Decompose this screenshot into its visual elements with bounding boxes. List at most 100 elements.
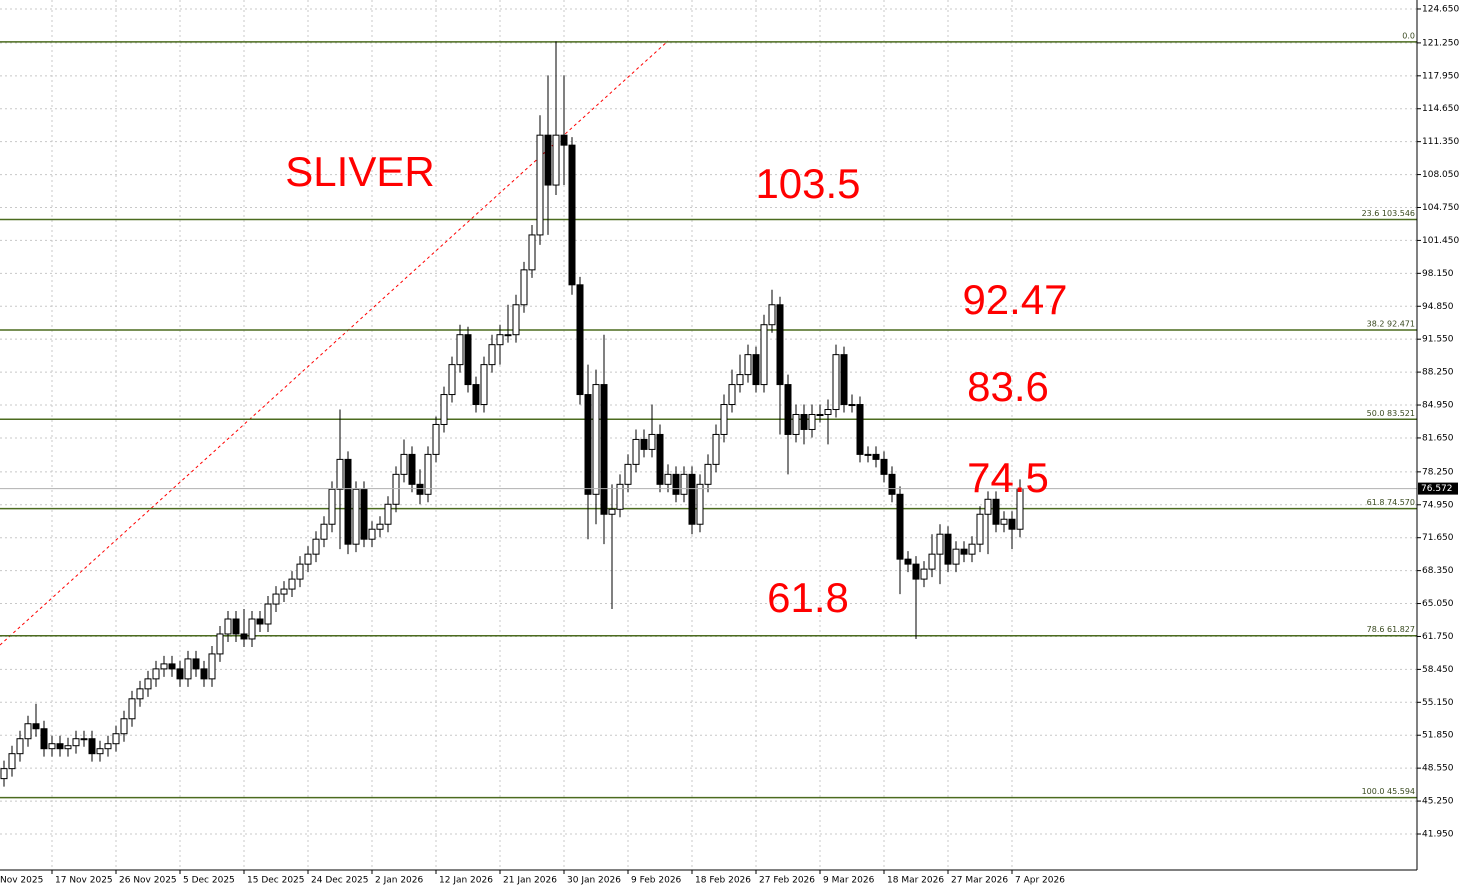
x-tick-label: 24 Dec 2025 xyxy=(311,876,369,886)
y-tick-label: 71.650 xyxy=(1422,533,1454,543)
candle-body xyxy=(928,553,936,570)
candle-body xyxy=(728,384,736,406)
candle-body xyxy=(688,473,696,525)
candle-body xyxy=(880,458,888,475)
candle-body xyxy=(360,488,368,540)
candle-body xyxy=(456,334,464,366)
candle-body xyxy=(752,354,760,386)
candle-body xyxy=(552,134,560,186)
candle-body xyxy=(56,743,64,750)
candle-body xyxy=(712,433,720,465)
candle-body xyxy=(312,538,320,555)
y-tick-label: 88.250 xyxy=(1422,368,1454,378)
candle-body xyxy=(592,384,600,495)
y-tick-label: 101.450 xyxy=(1422,236,1459,246)
candle-body xyxy=(48,743,56,750)
y-tick-label: 55.150 xyxy=(1422,698,1454,708)
y-tick-label: 108.050 xyxy=(1422,170,1459,180)
candle-body xyxy=(696,483,704,525)
candle-body xyxy=(528,234,536,271)
candle-body xyxy=(720,404,728,435)
candle-body xyxy=(736,374,744,386)
y-tick-label: 98.150 xyxy=(1422,269,1454,279)
candle-body xyxy=(568,144,576,286)
candle-body xyxy=(672,473,680,495)
y-tick-label: 45.250 xyxy=(1422,797,1454,807)
y-tick-label: 114.650 xyxy=(1422,104,1459,114)
candle-body xyxy=(304,553,312,565)
candle-body xyxy=(104,743,112,750)
candle-body xyxy=(40,728,48,750)
fib-label: 100.0 45.594 xyxy=(1362,787,1415,796)
price-tag xyxy=(1418,482,1458,495)
y-tick-label: 48.550 xyxy=(1422,764,1454,774)
candle-body xyxy=(616,483,624,510)
candle-body xyxy=(656,433,664,485)
x-tick-label: 30 Jan 2026 xyxy=(567,876,621,886)
candle-body xyxy=(520,269,528,306)
candle-body xyxy=(336,458,344,490)
candle-body xyxy=(944,533,952,565)
candle-body xyxy=(640,438,648,450)
candle-body xyxy=(376,523,384,530)
candle-body xyxy=(544,134,552,186)
candle-body xyxy=(912,563,920,580)
x-tick-label: 27 Mar 2026 xyxy=(951,876,1008,886)
x-tick-label: 15 Dec 2025 xyxy=(247,876,305,886)
candle-body xyxy=(560,134,568,146)
candle-body xyxy=(168,663,176,670)
candle-body xyxy=(352,488,360,545)
x-tick-label: 12 Jan 2026 xyxy=(439,876,493,886)
candle-body xyxy=(584,394,592,495)
candle-body xyxy=(288,578,296,590)
candle-body xyxy=(264,603,272,625)
annotation: 103.5 xyxy=(755,160,860,207)
candle-body xyxy=(816,413,824,416)
candle-body xyxy=(464,334,472,386)
x-tick-label: 26 Nov 2025 xyxy=(119,876,177,886)
candle-body xyxy=(776,304,784,386)
x-tick-label: 27 Feb 2026 xyxy=(759,876,815,886)
candle-body xyxy=(408,453,416,485)
y-tick-label: 74.950 xyxy=(1422,500,1454,510)
y-tick-label: 65.050 xyxy=(1422,599,1454,609)
y-tick-label: 58.450 xyxy=(1422,665,1454,675)
candle-body xyxy=(272,593,280,605)
candle-body xyxy=(872,453,880,460)
candle-body xyxy=(392,473,400,505)
candle-body xyxy=(936,533,944,555)
candle-body xyxy=(664,473,672,485)
candle-body xyxy=(472,384,480,406)
candle-body xyxy=(80,738,88,741)
candle-body xyxy=(368,528,376,540)
x-tick-label: Nov 2025 xyxy=(0,876,43,886)
candle-body xyxy=(176,668,184,680)
candle-body xyxy=(192,658,200,670)
annotation: 83.6 xyxy=(967,363,1049,410)
fib-label: 61.8 74.570 xyxy=(1367,498,1415,507)
price-tag-label: 76.572 xyxy=(1421,484,1453,494)
candle-body xyxy=(432,423,440,455)
candle-body xyxy=(808,413,816,430)
grid xyxy=(0,0,1417,870)
y-tick-label: 84.950 xyxy=(1422,401,1454,411)
candle-body xyxy=(440,394,448,425)
candle-body xyxy=(216,633,224,655)
y-tick-label: 78.250 xyxy=(1422,467,1454,477)
candle-body xyxy=(680,473,688,495)
x-tick-label: 9 Feb 2026 xyxy=(631,876,682,886)
candle-body xyxy=(768,304,776,326)
candle-body xyxy=(704,463,712,485)
candle-body xyxy=(504,334,512,337)
x-tick-label: 18 Feb 2026 xyxy=(695,876,751,886)
candle-body xyxy=(136,688,144,700)
candle-body xyxy=(72,738,80,747)
y-tick-label: 61.750 xyxy=(1422,632,1454,642)
candle-body xyxy=(832,354,840,411)
candle-body xyxy=(984,498,992,515)
y-tick-label: 68.350 xyxy=(1422,566,1454,576)
annotation: 92.47 xyxy=(962,276,1067,323)
candle-body xyxy=(760,324,768,386)
candle-body xyxy=(920,568,928,580)
